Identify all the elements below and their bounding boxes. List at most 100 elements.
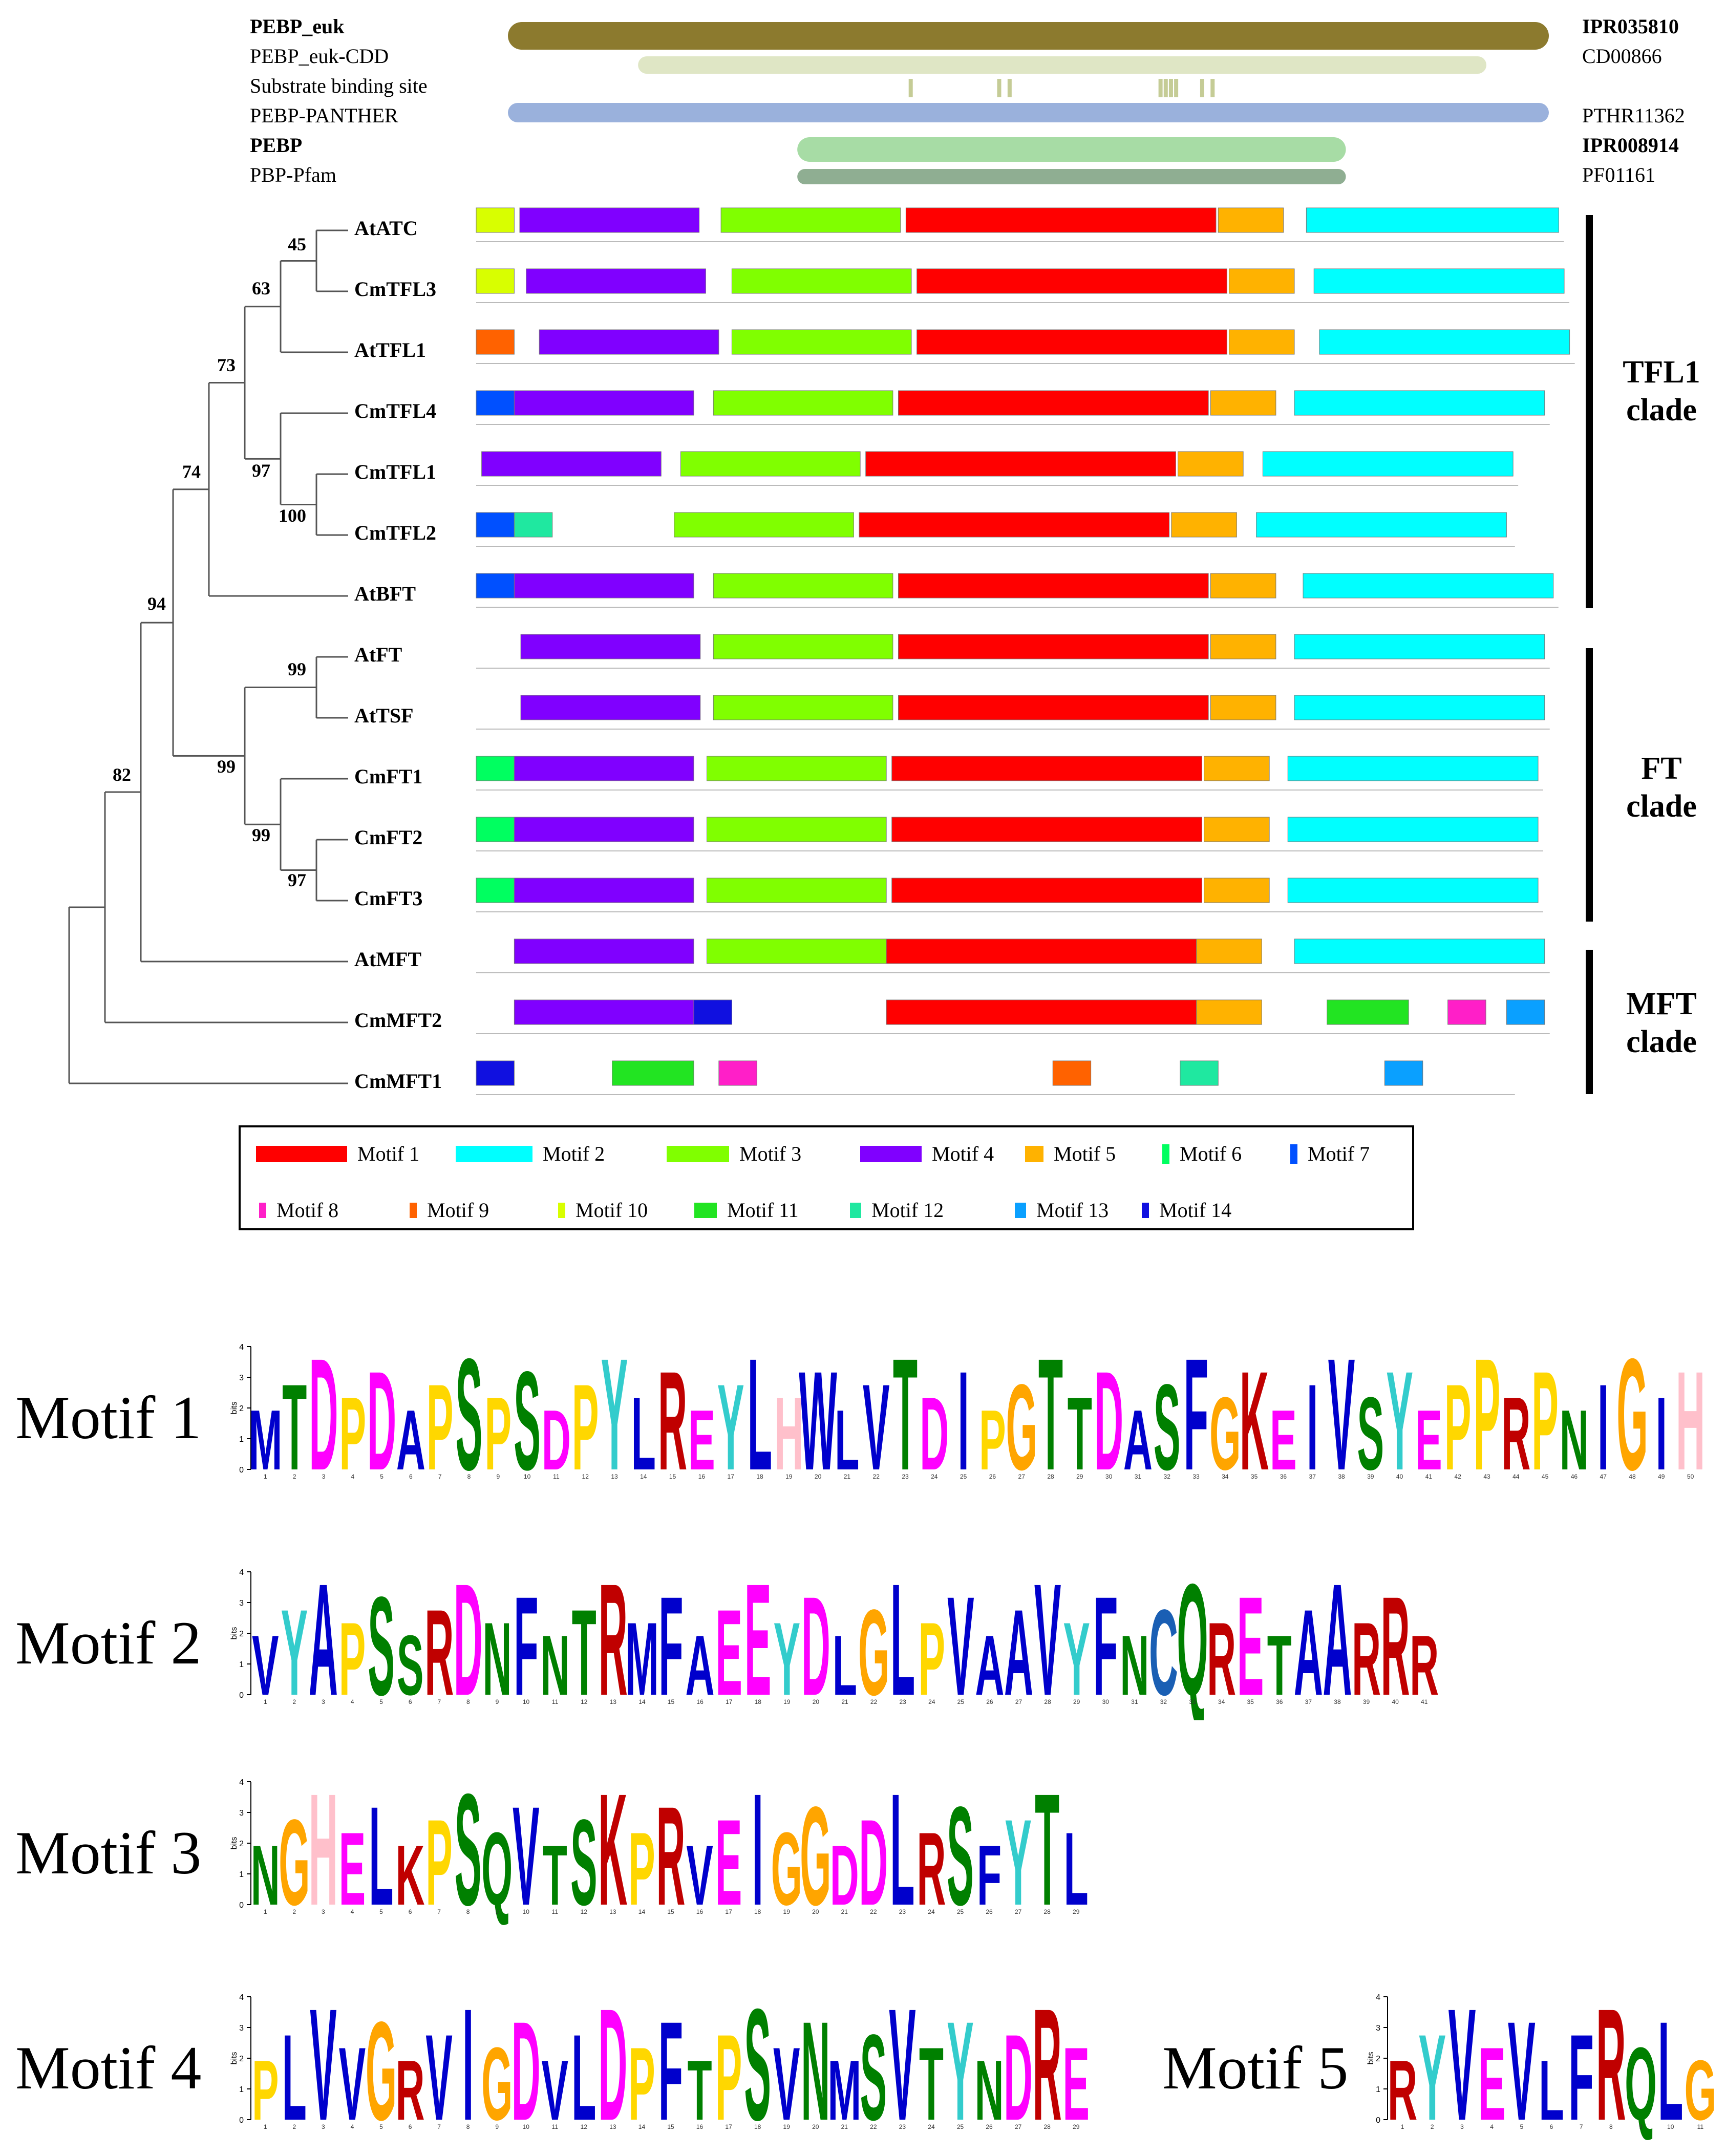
logo-position-label: 5 — [1520, 2123, 1523, 2130]
logo-letter: L — [835, 1392, 859, 1488]
motif-box-3 — [713, 695, 893, 720]
logo-letter: R — [1501, 1376, 1530, 1492]
legend-label: Motif 13 — [1036, 1199, 1109, 1222]
logo-tick-label: 2 — [239, 1630, 244, 1638]
logo-letter: E — [715, 1584, 742, 1720]
bootstrap-value: 94 — [147, 593, 166, 614]
logo-position-label: 15 — [667, 1908, 674, 1915]
logo-position-label: 11 — [1697, 2123, 1704, 2130]
legend-label: Motif 1 — [357, 1142, 420, 1165]
bootstrap-value: 97 — [288, 870, 306, 890]
logo-position-label: 15 — [669, 1473, 676, 1480]
legend-item-motif-12: Motif 12 — [850, 1198, 944, 1222]
clade-label-line: clade — [1626, 393, 1697, 428]
logo-letter: R — [1388, 2042, 1417, 2138]
domain-bar — [797, 137, 1346, 162]
logo-letter: N — [1120, 1617, 1149, 1713]
logo-position-label: 1 — [264, 1908, 267, 1915]
logo-letter: S — [1357, 1376, 1384, 1492]
logo-position-label: 27 — [1015, 1698, 1022, 1705]
motif-box-2 — [1262, 451, 1514, 477]
logo-letter: F — [1569, 2009, 1594, 2146]
logo-position-label: 37 — [1309, 1473, 1316, 1480]
gene-label: CmTFL3 — [354, 277, 436, 301]
logo-position-label: 16 — [696, 2123, 704, 2130]
logo-letter: I — [462, 1981, 474, 2150]
logo-position-label: 21 — [844, 1473, 851, 1480]
logo-letter: P — [427, 1359, 454, 1495]
logo-letter: R — [1381, 1567, 1410, 1720]
logo-letter: V — [542, 2042, 568, 2138]
logo-letter: N — [801, 1992, 830, 2149]
bootstrap-value: 99 — [288, 659, 306, 679]
logo-letter: E — [744, 1556, 771, 1720]
motif-box-3 — [680, 451, 861, 477]
motif-box-7 — [476, 390, 515, 416]
logo-letter: P — [628, 1811, 655, 1927]
logo-position-label: 2 — [292, 2123, 296, 2130]
logo-letter: Q — [481, 1811, 513, 1927]
logo-position-label: 1 — [264, 2123, 267, 2130]
logo-letter: N — [1560, 1392, 1589, 1488]
logo-letter: D — [367, 1342, 396, 1495]
logo-letter: N — [975, 2042, 1004, 2138]
motif-box-4 — [539, 329, 719, 355]
clade-bracket-tfl1 — [1586, 215, 1593, 608]
logo-position-label: 6 — [1550, 2123, 1553, 2130]
logo-letter: P — [919, 1601, 945, 1717]
logo-position-label: 13 — [611, 1473, 618, 1480]
legend-label: Motif 6 — [1180, 1142, 1242, 1165]
logo-letter: G — [279, 1794, 310, 1930]
motif-box-8 — [1447, 999, 1486, 1025]
legend-swatch — [456, 1145, 532, 1162]
logo-letter: F — [658, 1992, 683, 2149]
logo-position-label: 17 — [726, 1698, 733, 1705]
logo-position-label: 6 — [409, 1698, 412, 1705]
logo-letter: I — [1307, 1359, 1318, 1495]
logo-letter: F — [514, 1567, 539, 1720]
logo-position-label: 1 — [1401, 2123, 1404, 2130]
motif-box-1 — [898, 634, 1209, 659]
gene-label: AtTFL1 — [354, 338, 426, 361]
logo-letter: L — [890, 1556, 915, 1720]
logo-letter: V — [947, 1567, 974, 1720]
logo-position-label: 15 — [667, 2123, 674, 2130]
logo-letter: T — [688, 2042, 712, 2138]
logo-letter: R — [1207, 1601, 1236, 1717]
logo-tick-label: 4 — [239, 1343, 244, 1352]
logo-letter: Q — [1625, 2025, 1657, 2142]
legend-label: Motif 4 — [932, 1142, 994, 1165]
logo-letter: E — [1270, 1392, 1297, 1488]
logo-letter: L — [631, 1376, 656, 1492]
logo-letter: F — [1093, 1567, 1118, 1720]
logo-position-label: 1 — [264, 1698, 267, 1705]
logo-position-label: 8 — [466, 1698, 470, 1705]
logo-letter: L — [282, 2009, 307, 2146]
logo-position-label: 21 — [841, 1908, 848, 1915]
logo-position-label: 19 — [783, 2123, 791, 2130]
motif-box-4 — [519, 207, 700, 233]
logo-letter: S — [456, 1331, 483, 1495]
clade-label-line: clade — [1626, 1024, 1697, 1059]
logo-position-label: 26 — [989, 1473, 996, 1480]
logo-position-label: 33 — [1192, 1473, 1200, 1480]
logo-letter: C — [1149, 1584, 1178, 1720]
legend-label: Motif 7 — [1308, 1142, 1370, 1165]
motif-box-3 — [674, 512, 854, 538]
legend-label: Motif 2 — [543, 1142, 605, 1165]
logo-position-label: 48 — [1629, 1473, 1636, 1480]
legend-label: Motif 8 — [276, 1199, 339, 1222]
logo-position-label: 49 — [1658, 1473, 1665, 1480]
logo-letter: T — [893, 1331, 918, 1495]
logo-position-label: 17 — [728, 1473, 735, 1480]
motif-box-4 — [514, 938, 694, 964]
motif-box-1 — [917, 268, 1227, 294]
logo-letter: V — [252, 1617, 279, 1713]
motif-box-11 — [612, 1060, 694, 1086]
logo-letter: F — [977, 1827, 1001, 1923]
logo-position-label: 13 — [609, 1908, 616, 1915]
motif-box-1 — [891, 756, 1202, 781]
logo-position-label: 3 — [1460, 2123, 1464, 2130]
motif-box-3 — [713, 573, 893, 599]
